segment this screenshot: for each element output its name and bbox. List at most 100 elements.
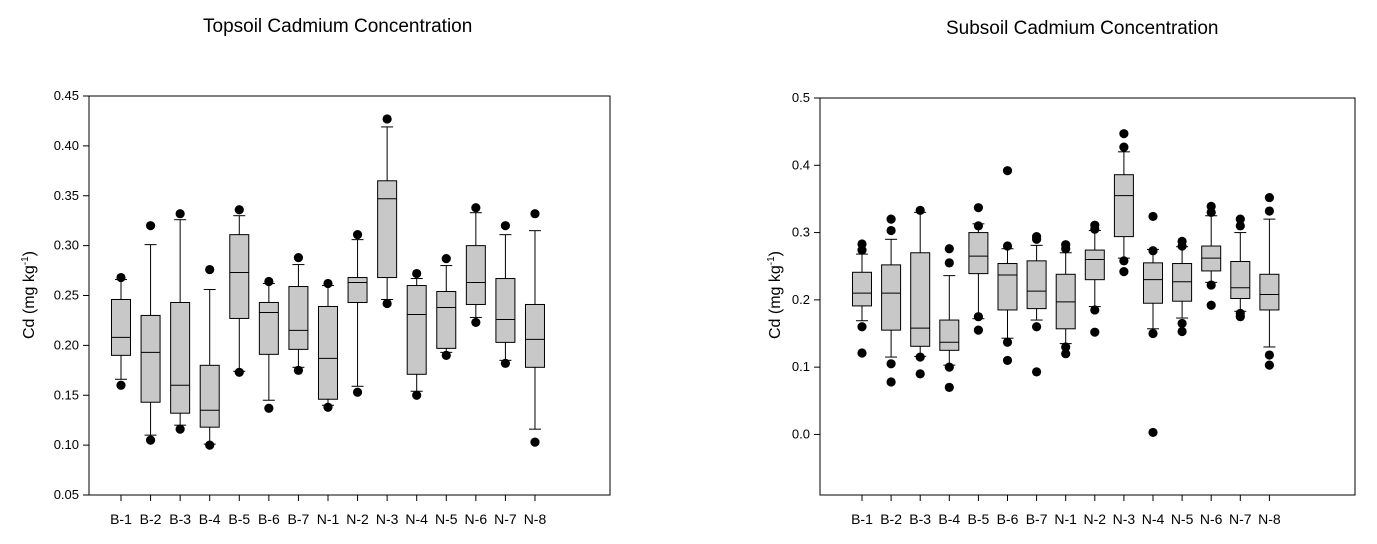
- outlier-point: [973, 325, 984, 335]
- x-category-label: N-8: [524, 511, 547, 527]
- subsoil-box-N-1: N-1: [1054, 240, 1077, 527]
- outlier-point: [441, 350, 451, 360]
- topsoil-box-N-6: N-6: [465, 203, 487, 527]
- outlier-point: [352, 387, 363, 397]
- outlier-point: [944, 362, 954, 372]
- iqr-box: [377, 180, 398, 279]
- topsoil-box-N-3: N-3: [376, 114, 399, 527]
- topsoil-box-B-7: B-7: [288, 252, 310, 527]
- outlier-point: [352, 230, 363, 240]
- topsoil-y-tick-label: 0.40: [54, 138, 79, 153]
- outlier-point: [1206, 201, 1216, 211]
- outlier-point: [145, 221, 156, 231]
- outlier-point: [175, 209, 185, 219]
- x-category-label: N-7: [1229, 511, 1252, 527]
- topsoil-box-N-4: N-4: [405, 268, 428, 527]
- subsoil-box-N-5: N-5: [1171, 236, 1194, 527]
- iqr-box: [1113, 174, 1134, 238]
- x-category-label: N-7: [494, 511, 517, 527]
- iqr-box: [495, 278, 516, 343]
- subsoil-box-B-2: B-2: [880, 214, 902, 527]
- topsoil-y-tick-label: 0.30: [54, 238, 79, 253]
- y-axis-label-subsoil: Cd (mg kg-1): [766, 251, 784, 339]
- outlier-point: [1148, 246, 1158, 256]
- topsoil-box-N-1: N-1: [317, 278, 340, 527]
- subsoil-y-tick-label: 0.2: [792, 292, 810, 307]
- outlier-point: [1177, 326, 1187, 337]
- x-category-label: B-7: [1026, 511, 1048, 527]
- outlier-point: [1119, 142, 1129, 152]
- outlier-point: [500, 358, 511, 368]
- outlier-point: [1119, 256, 1129, 266]
- outlier-point: [973, 221, 984, 231]
- x-category-label: B-6: [258, 511, 280, 527]
- outlier-point: [234, 205, 244, 215]
- outlier-point: [1119, 267, 1129, 277]
- y-axis-label-topsoil: Cd (mg kg-1): [20, 251, 38, 339]
- iqr-box: [111, 298, 131, 356]
- iqr-box: [939, 319, 960, 351]
- topsoil-box-B-5: B-5: [228, 205, 250, 527]
- subsoil-box-N-3: N-3: [1113, 129, 1136, 527]
- subsoil-box-B-7: B-7: [1026, 232, 1048, 527]
- subsoil-y-tick-label: 0.0: [792, 426, 810, 441]
- topsoil-y-tick-label: 0.25: [54, 288, 79, 303]
- iqr-box: [317, 305, 338, 400]
- outlier-point: [234, 367, 244, 377]
- x-category-label: B-2: [880, 511, 902, 527]
- outlier-point: [1206, 280, 1216, 290]
- subsoil-box-N-8: N-8: [1258, 192, 1281, 527]
- topsoil-box-N-7: N-7: [494, 221, 517, 527]
- outlier-point: [1264, 360, 1274, 370]
- iqr-box: [1230, 261, 1251, 300]
- subsoil-y-tick-label: 0.4: [792, 157, 810, 172]
- subsoil-box-N-2: N-2: [1084, 220, 1106, 527]
- outlier-point: [205, 440, 215, 450]
- outlier-point: [412, 390, 422, 400]
- subsoil-panel: Cd (mg kg-1) 0.0 0.1 0.2 0.3 0.4 0.5 B-1 B-2 B-3…: [766, 90, 1356, 527]
- outlier-point: [1148, 427, 1158, 438]
- topsoil-box-N-2: N-2: [346, 230, 369, 527]
- outlier-point: [1264, 350, 1274, 360]
- subsoil-box-B-5: B-5: [968, 203, 990, 527]
- iqr-box: [406, 285, 427, 375]
- outlier-point: [264, 276, 274, 287]
- outlier-point: [441, 253, 451, 264]
- outlier-point: [116, 272, 126, 283]
- x-category-label: N-3: [376, 511, 399, 527]
- iqr-box: [436, 291, 457, 349]
- subsoil-box-N-6: N-6: [1200, 201, 1223, 527]
- x-category-label: N-1: [317, 511, 340, 527]
- outlier-point: [1177, 236, 1187, 246]
- iqr-box: [1026, 260, 1047, 310]
- x-category-label: N-4: [1142, 511, 1165, 527]
- iqr-box: [347, 277, 368, 303]
- outlier-point: [1090, 305, 1100, 315]
- iqr-box: [199, 364, 220, 428]
- chart-title-topsoil: Topsoil Cadmium Concentration: [203, 16, 473, 37]
- iqr-box: [524, 303, 545, 368]
- outlier-point: [1177, 318, 1187, 329]
- outlier-point: [1148, 328, 1158, 339]
- outlier-point: [116, 380, 126, 390]
- outlier-point: [323, 278, 333, 289]
- outlier-point: [1264, 206, 1274, 216]
- x-category-label: N-3: [1113, 511, 1136, 527]
- iqr-box: [1259, 273, 1280, 311]
- outlier-point: [1061, 342, 1071, 352]
- outlier-point: [1119, 129, 1129, 139]
- topsoil-box-B-2: B-2: [140, 221, 162, 527]
- iqr-box: [881, 264, 902, 331]
- outlier-point: [382, 114, 392, 124]
- topsoil-y-tick-label: 0.10: [54, 437, 79, 452]
- subsoil-y-tick-label: 0.3: [792, 225, 810, 240]
- x-category-label: B-1: [851, 511, 873, 527]
- iqr-box: [1143, 262, 1163, 304]
- chart-title-subsoil: Subsoil Cadmium Concentration: [946, 18, 1219, 39]
- outlier-point: [1148, 211, 1158, 222]
- subsoil-box-B-4: B-4: [938, 244, 960, 527]
- x-category-label: N-4: [405, 511, 428, 527]
- topsoil-y-tick-label: 0.35: [54, 188, 79, 203]
- subsoil-plot-frame: [819, 97, 1356, 496]
- outlier-point: [500, 221, 511, 231]
